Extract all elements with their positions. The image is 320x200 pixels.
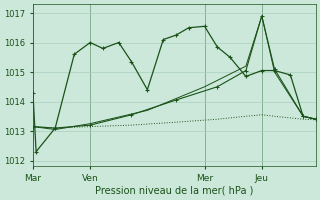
X-axis label: Pression niveau de la mer( hPa ): Pression niveau de la mer( hPa ) xyxy=(95,186,253,196)
